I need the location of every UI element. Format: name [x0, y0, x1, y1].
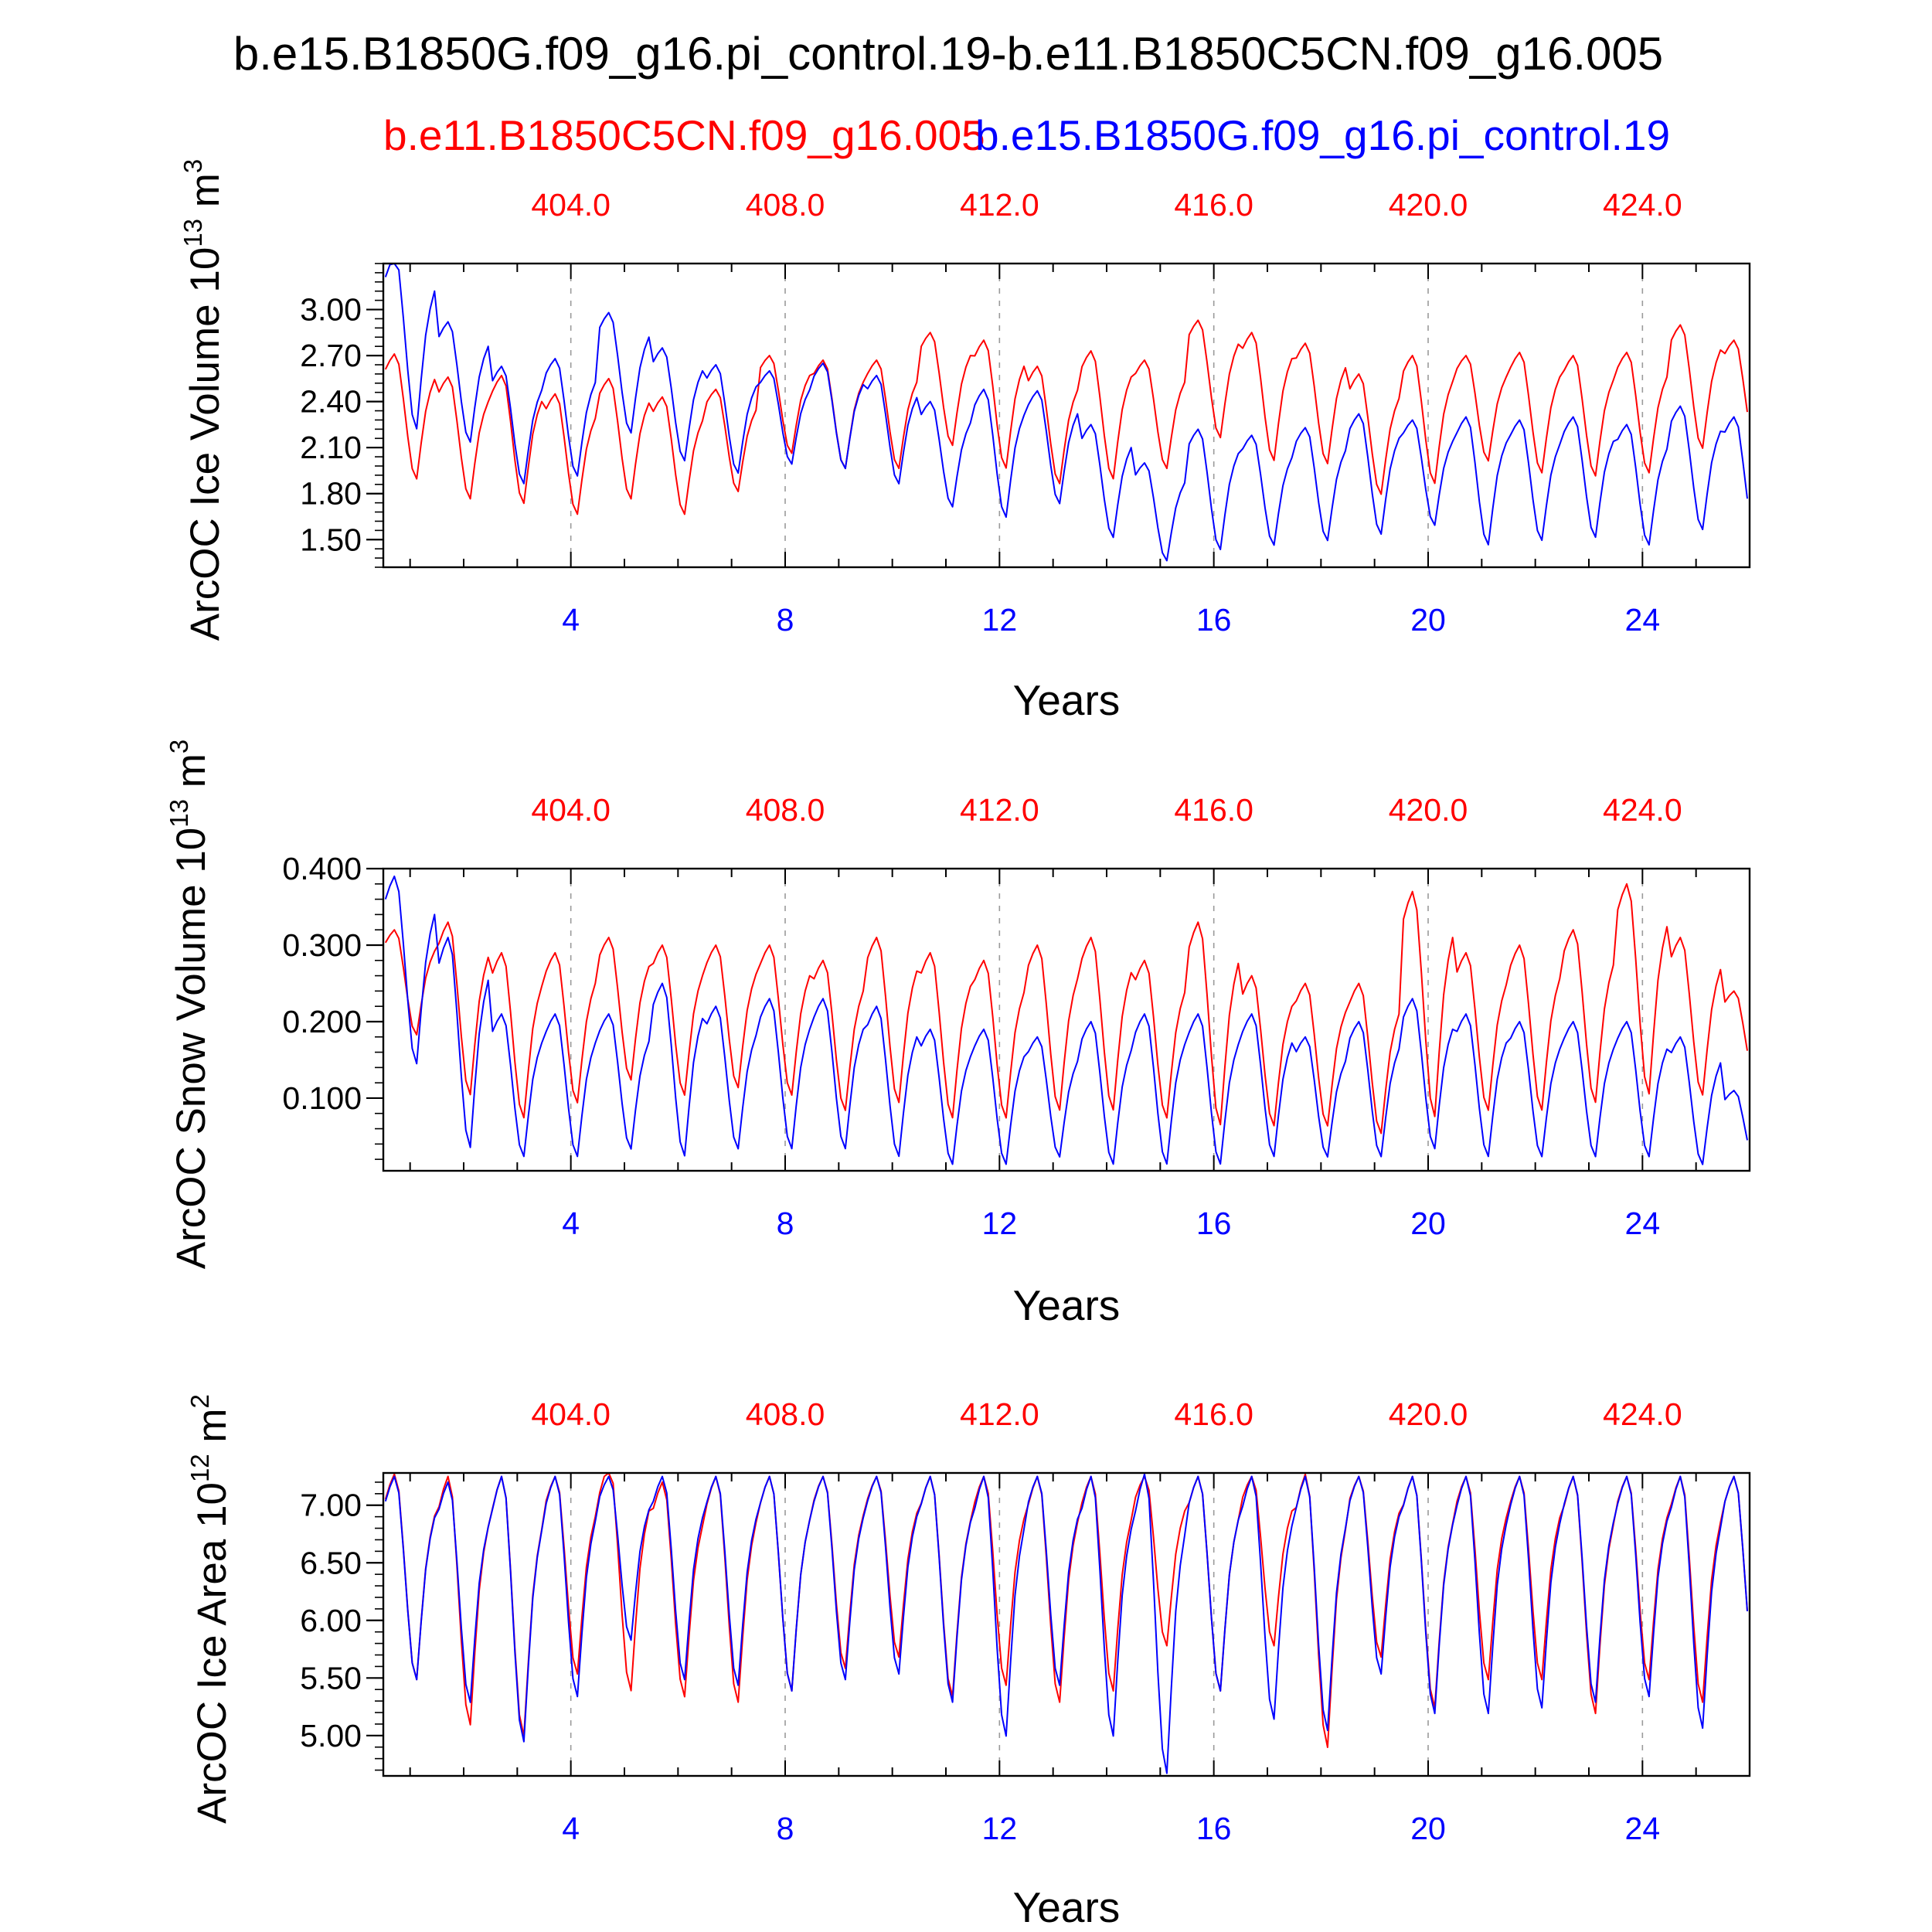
chart-title: b.e15.B1850G.f09_g16.pi_control.19-b.e11… — [233, 28, 1663, 80]
plot-frame — [382, 1471, 1751, 1777]
y-tick-label: 0.100 — [282, 1080, 362, 1116]
x-tick-label-bottom: 16 — [1196, 602, 1232, 638]
series-line-control — [384, 883, 1748, 1134]
y-axis-label-main: ArcOC Snow Volume 10 — [168, 828, 214, 1269]
y-axis-label-unit-exponent: 3 — [179, 159, 207, 173]
x-tick-label-top: 420.0 — [1389, 1396, 1468, 1432]
y-tick-label: 2.10 — [300, 430, 362, 465]
x-tick-label-top: 412.0 — [960, 792, 1039, 828]
y-axis-label-unit: m — [168, 753, 214, 799]
x-tick-label-top: 424.0 — [1603, 187, 1682, 223]
x-tick-label-bottom: 20 — [1410, 1811, 1446, 1846]
series-line-control — [384, 1472, 1748, 1748]
x-tick-label-bottom: 4 — [562, 602, 580, 638]
legend-entry-pi-control: b.e15.B1850G.f09_g16.pi_control.19 — [975, 111, 1670, 159]
y-tick-label: 2.40 — [300, 384, 362, 420]
series-line-pi-control — [384, 1473, 1748, 1774]
series-line-control — [384, 319, 1748, 515]
x-tick-label-top: 416.0 — [1174, 1396, 1253, 1432]
x-tick-label-bottom: 12 — [982, 1811, 1018, 1846]
x-tick-label-top: 424.0 — [1603, 792, 1682, 828]
x-tick-label-bottom: 16 — [1196, 1811, 1232, 1846]
x-axis-label: Years — [1013, 1883, 1121, 1931]
y-axis-label-exponent: 12 — [185, 1454, 214, 1482]
x-tick-label-top: 404.0 — [531, 792, 611, 828]
panel-snow-volume: 4 404.0 8 408.0 12 412.0 16 416.0 20 420.0 24 424.0… — [165, 740, 1751, 1329]
y-axis-label-unit: m — [182, 173, 228, 219]
x-tick-label-bottom: 4 — [562, 1811, 580, 1846]
y-axis-label: ArcOC Ice Volume 1013 m3 — [179, 159, 228, 641]
y-tick-label: 6.50 — [300, 1545, 362, 1580]
x-tick-label-bottom: 8 — [777, 1206, 794, 1241]
legend-entry-control: b.e11.B1850C5CN.f09_g16.005 — [383, 111, 985, 159]
x-tick-label-bottom: 24 — [1625, 1811, 1661, 1846]
y-axis-label: ArcOC Snow Volume 1013 m3 — [165, 740, 214, 1269]
x-tick-label-top: 408.0 — [746, 792, 825, 828]
y-tick-label: 0.200 — [282, 1004, 362, 1039]
x-tick-label-top: 408.0 — [746, 187, 825, 223]
y-tick-label: 0.400 — [282, 851, 362, 886]
panel-ice-area: 4 404.0 8 408.0 12 412.0 16 416.0 20 420.0 24 424.0… — [185, 1394, 1751, 1931]
x-tick-label-top: 404.0 — [531, 1396, 611, 1432]
y-tick-label: 1.80 — [300, 476, 362, 512]
y-tick-label: 3.00 — [300, 292, 362, 328]
y-axis-label-unit-exponent: 3 — [165, 740, 193, 753]
x-tick-label-top: 416.0 — [1174, 792, 1253, 828]
x-axis-label: Years — [1013, 1281, 1121, 1329]
panels: 4404.08408.012412.016416.020420.024424.0… — [165, 159, 1751, 1931]
x-tick-label-top: 420.0 — [1389, 792, 1468, 828]
x-tick-label-bottom: 16 — [1196, 1206, 1232, 1241]
x-tick-label-bottom: 12 — [982, 1206, 1018, 1241]
x-tick-label-bottom: 12 — [982, 602, 1018, 638]
y-tick-label: 2.70 — [300, 338, 362, 373]
x-axis-label: Years — [1013, 676, 1121, 724]
y-axis-label-exponent: 13 — [179, 219, 207, 247]
plot-frame — [382, 867, 1751, 1172]
y-axis-label-unit: m — [189, 1408, 235, 1454]
y-axis-label-main: ArcOC Ice Area 10 — [189, 1482, 235, 1824]
series-line-pi-control — [384, 875, 1748, 1165]
x-tick-label-bottom: 8 — [777, 602, 794, 638]
y-tick-label: 1.50 — [300, 522, 362, 557]
panel-ice-volume: 4 404.0 8 408.0 12 412.0 16 416.0 20 420.0 24 424.0… — [179, 159, 1751, 724]
y-tick-label: 7.00 — [300, 1488, 362, 1523]
y-tick-label: 6.00 — [300, 1603, 362, 1638]
y-axis-label-unit-exponent: 2 — [185, 1394, 214, 1408]
x-tick-label-top: 404.0 — [531, 187, 611, 223]
x-tick-label-top: 412.0 — [960, 1396, 1039, 1432]
x-tick-label-bottom: 20 — [1410, 1206, 1446, 1241]
x-tick-label-top: 408.0 — [746, 1396, 825, 1432]
x-tick-label-top: 416.0 — [1174, 187, 1253, 223]
y-axis-label-exponent: 13 — [165, 799, 193, 828]
x-tick-label-top: 420.0 — [1389, 187, 1468, 223]
x-tick-label-bottom: 4 — [562, 1206, 580, 1241]
x-tick-label-bottom: 8 — [777, 1811, 794, 1846]
x-tick-label-bottom: 24 — [1625, 1206, 1661, 1241]
plot-frame — [382, 262, 1751, 569]
series-line-pi-control — [384, 263, 1748, 562]
y-tick-label: 5.50 — [300, 1660, 362, 1696]
x-tick-label-bottom: 20 — [1410, 602, 1446, 638]
y-axis-label-main: ArcOC Ice Volume 10 — [182, 247, 228, 641]
y-tick-label: 0.300 — [282, 927, 362, 963]
y-tick-label: 5.00 — [300, 1718, 362, 1753]
y-axis-label: ArcOC Ice Area 1012 m2 — [185, 1394, 235, 1824]
x-tick-label-bottom: 24 — [1625, 602, 1661, 638]
x-tick-label-top: 412.0 — [960, 187, 1039, 223]
x-tick-label-top: 424.0 — [1603, 1396, 1682, 1432]
